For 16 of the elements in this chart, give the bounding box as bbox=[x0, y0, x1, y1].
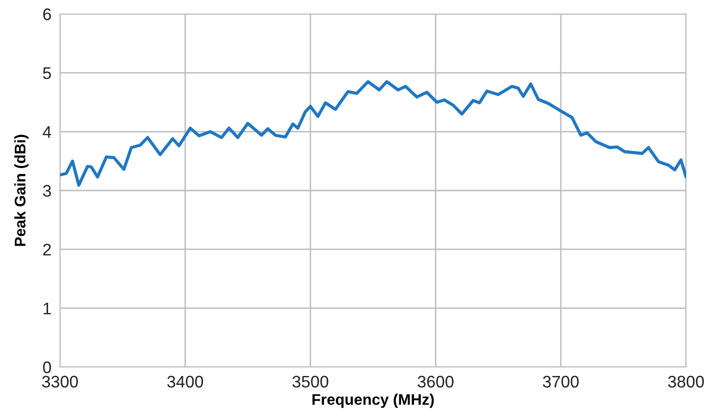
y-tick-label: 2 bbox=[43, 244, 51, 256]
y-tick-label: 5 bbox=[43, 67, 51, 80]
y-tick-label: 3 bbox=[43, 184, 51, 197]
y-tick-label: 4 bbox=[42, 126, 52, 138]
x-tick-label: 3600 bbox=[418, 376, 454, 388]
y-tick-label: 0 bbox=[43, 361, 52, 374]
x-tick-label: 3300 bbox=[42, 376, 78, 388]
y-tick-label: 1 bbox=[44, 302, 51, 314]
y-tick-label: 6 bbox=[43, 8, 51, 20]
x-tick-label: 3500 bbox=[292, 376, 328, 388]
line-series bbox=[60, 80, 686, 187]
x-tick-label: 3400 bbox=[167, 376, 204, 388]
x-tick-label: 3800 bbox=[668, 376, 704, 388]
x-tick-label: 3700 bbox=[542, 376, 579, 388]
y-axis-title: Peak Gain (dBi) bbox=[14, 134, 29, 246]
x-axis-title: Frequency (MHz) bbox=[312, 394, 434, 408]
